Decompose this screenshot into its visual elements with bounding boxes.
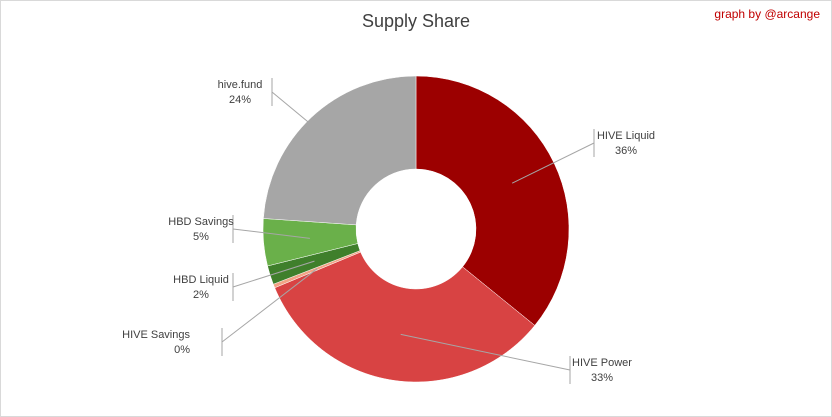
data-label-name: HBD Liquid	[173, 274, 229, 286]
data-label-name: hive.fund	[218, 79, 263, 91]
data-label-name: HIVE Power	[572, 357, 632, 369]
leader-line	[271, 91, 344, 152]
chart-title: Supply Share	[362, 11, 470, 31]
data-label-value: 5%	[193, 231, 209, 243]
data-label-value: 2%	[193, 289, 209, 301]
leader-line	[400, 333, 571, 371]
data-label-value: 36%	[615, 145, 637, 157]
credit: graph by @arcange	[714, 7, 820, 21]
data-label-value: 33%	[591, 372, 613, 384]
leader-line	[232, 228, 310, 239]
donut-slice	[263, 75, 417, 226]
leader-line	[232, 260, 315, 288]
donut-slice	[274, 251, 536, 383]
data-label-name: HBD Savings	[168, 216, 234, 228]
data-label-value: 0%	[174, 344, 190, 356]
leader-line	[221, 268, 318, 343]
data-label-name: HIVE Savings	[122, 329, 190, 341]
data-label-value: 24%	[229, 94, 251, 106]
donut-slice	[415, 75, 570, 326]
leader-line	[511, 142, 595, 184]
data-label-name: HIVE Liquid	[597, 130, 655, 142]
